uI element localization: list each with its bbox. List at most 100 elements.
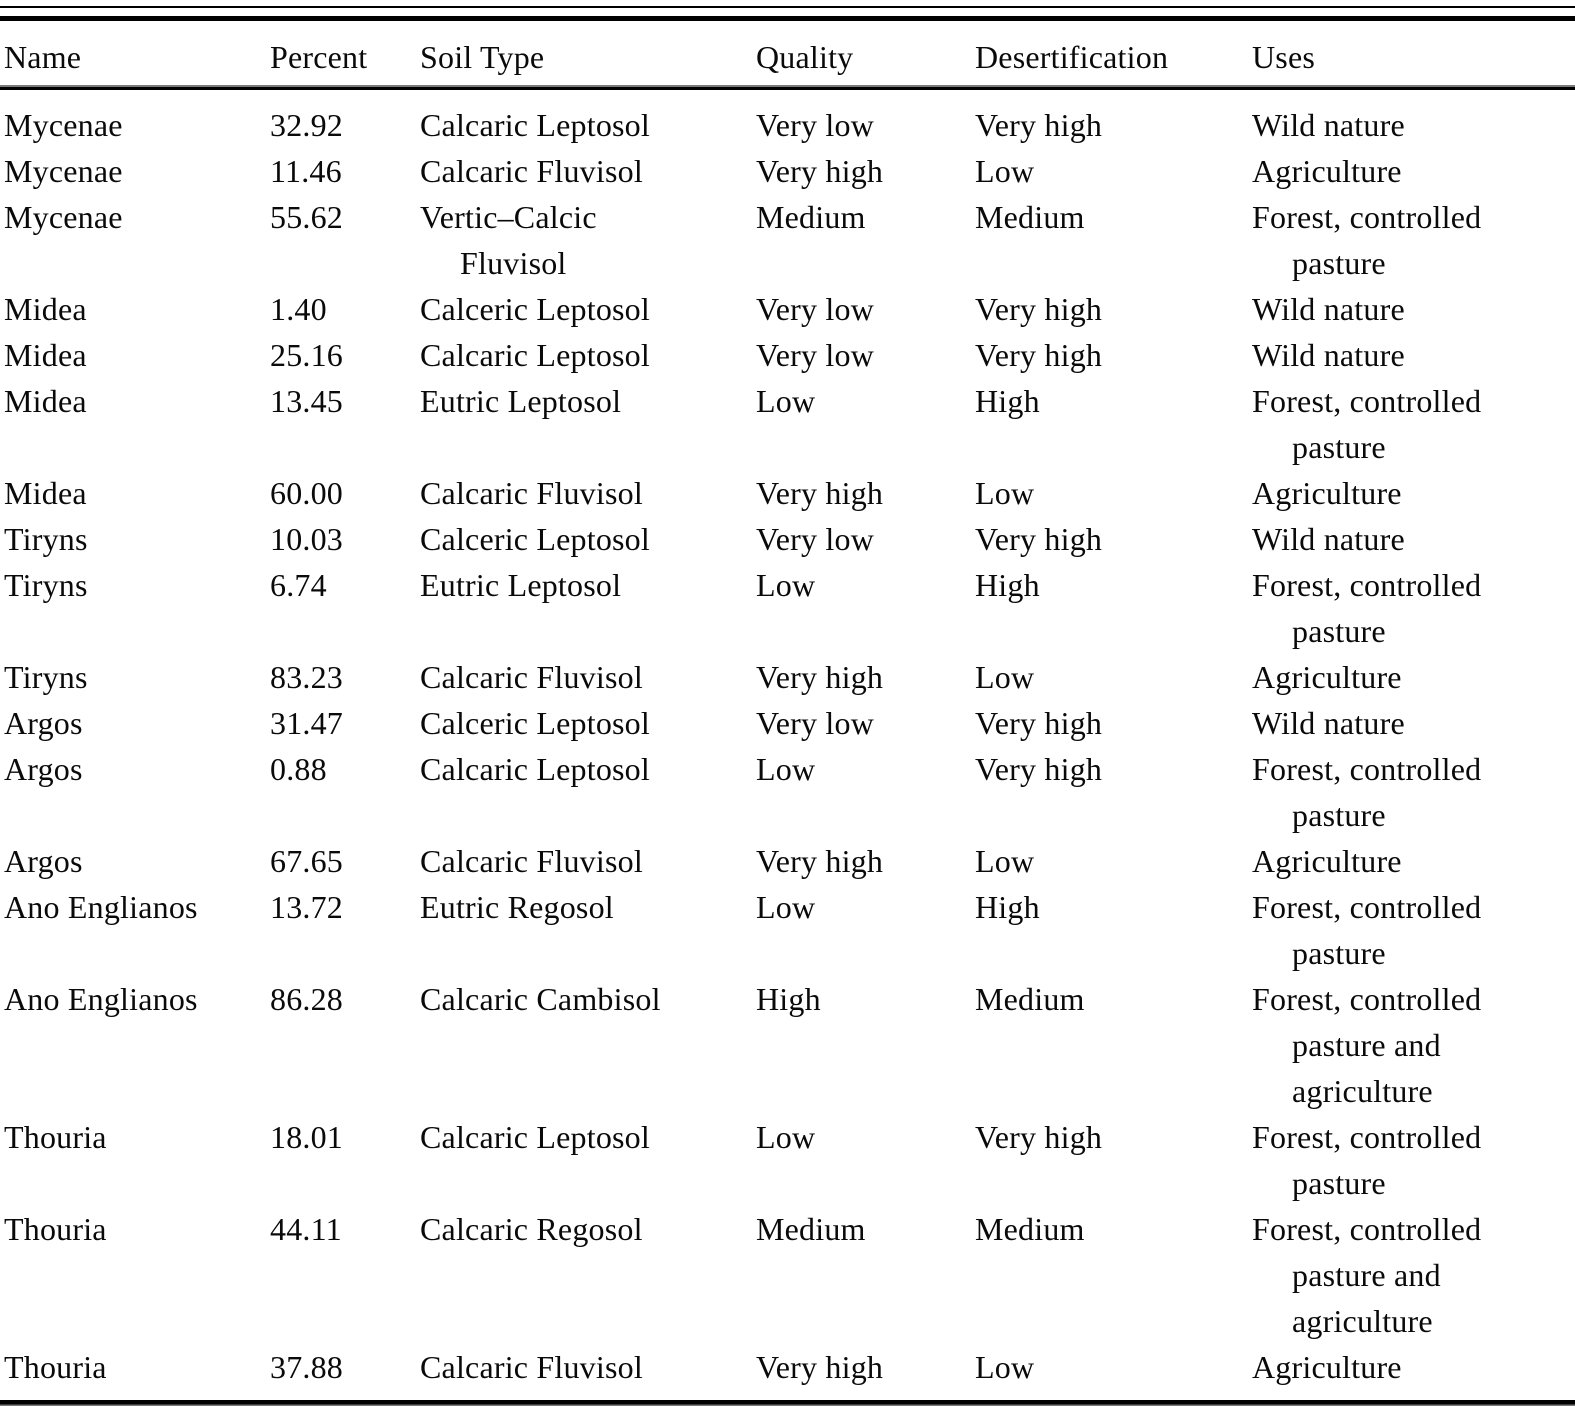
cell-quality: Low: [756, 383, 816, 419]
cell-name: Midea: [4, 475, 87, 511]
cell-soil-type: Calcaric Fluvisol: [420, 153, 643, 189]
cell-uses: Wild nature: [1252, 291, 1405, 327]
table-row: Mycenae 55.62 Vertic–Calcic Fluvisol Medium…: [0, 194, 1575, 286]
cell-quality: Medium: [756, 1211, 866, 1247]
cell-soil-type: Eutric Leptosol: [420, 567, 622, 603]
cell-name: Thouria: [4, 1211, 107, 1247]
table-row: Tiryns 10.03 Calceric Leptosol Very low Very…: [0, 516, 1575, 562]
cell-name: Tiryns: [4, 659, 88, 695]
cell-quality: Low: [756, 751, 816, 787]
table-body: Mycenae 32.92 Calcaric Leptosol Very low Ver…: [0, 90, 1575, 1400]
table-bottom-rule: [0, 1400, 1575, 1406]
cell-soil-type: Calceric Leptosol: [420, 705, 650, 741]
cell-uses: Forest, controlled pasture and agricultu…: [1252, 1211, 1482, 1339]
cell-name: Midea: [4, 291, 87, 327]
cell-name: Argos: [4, 705, 83, 741]
cell-desertification: Very high: [975, 337, 1103, 373]
cell-desertification: High: [975, 889, 1040, 925]
cell-uses: Forest, controlled pasture and agricultu…: [1252, 981, 1482, 1109]
cell-soil-type: Calcaric Fluvisol: [420, 843, 643, 879]
cell-soil-type: Calcaric Leptosol: [420, 107, 650, 143]
table-row: Midea 13.45 Eutric Leptosol Low High Forest, …: [0, 378, 1575, 470]
cell-quality: Low: [756, 567, 816, 603]
cell-desertification: Very high: [975, 521, 1103, 557]
cell-desertification: Low: [975, 1349, 1035, 1385]
cell-quality: Very high: [756, 153, 884, 189]
cell-desertification: Low: [975, 475, 1035, 511]
table-row: Argos 31.47 Calceric Leptosol Very low Very …: [0, 700, 1575, 746]
cell-desertification: Very high: [975, 107, 1103, 143]
cell-desertification: Very high: [975, 291, 1103, 327]
cell-desertification: Low: [975, 153, 1035, 189]
cell-quality: Very high: [756, 659, 884, 695]
table-row: Thouria 37.88 Calcaric Fluvisol Very high Lo…: [0, 1344, 1575, 1390]
cell-name: Ano Englianos: [4, 889, 198, 925]
cell-quality: Very low: [756, 291, 875, 327]
cell-name: Midea: [4, 337, 87, 373]
cell-uses: Wild nature: [1252, 107, 1405, 143]
cell-percent: 32.92: [270, 107, 343, 143]
table-row: Ano Englianos 13.72 Eutric Regosol Low High F…: [0, 884, 1575, 976]
cell-soil-type: Calcaric Leptosol: [420, 1119, 650, 1155]
cell-name: Argos: [4, 751, 83, 787]
cell-soil-type: Calcaric Leptosol: [420, 751, 650, 787]
cell-percent: 25.16: [270, 337, 343, 373]
cell-uses: Agriculture: [1252, 659, 1402, 695]
table-row: Mycenae 11.46 Calcaric Fluvisol Very high Lo…: [0, 148, 1575, 194]
cell-quality: Very low: [756, 337, 875, 373]
column-header-quality: Quality: [756, 39, 854, 75]
cell-uses: Forest, controlled pasture: [1252, 751, 1482, 833]
table-row: Midea 25.16 Calcaric Leptosol Very low Very …: [0, 332, 1575, 378]
cell-quality: Low: [756, 1119, 816, 1155]
table-row: Thouria 44.11 Calcaric Regosol Medium Medium…: [0, 1206, 1575, 1344]
cell-soil-type: Calcaric Cambisol: [420, 981, 661, 1017]
cell-desertification: Very high: [975, 1119, 1103, 1155]
column-header-uses: Uses: [1252, 39, 1316, 75]
cell-quality: Medium: [756, 199, 866, 235]
cell-percent: 18.01: [270, 1119, 343, 1155]
cell-name: Mycenae: [4, 153, 123, 189]
cell-uses: Forest, controlled pasture: [1252, 199, 1482, 281]
cell-uses: Wild nature: [1252, 705, 1405, 741]
cell-quality: Very high: [756, 843, 884, 879]
cell-desertification: Very high: [975, 751, 1103, 787]
cell-percent: 67.65: [270, 843, 343, 879]
cell-desertification: High: [975, 383, 1040, 419]
cell-soil-type: Vertic–Calcic Fluvisol: [420, 199, 597, 281]
column-header-name: Name: [4, 39, 82, 75]
cell-name: Tiryns: [4, 521, 88, 557]
cell-soil-type: Calcaric Fluvisol: [420, 659, 643, 695]
table-row: Mycenae 32.92 Calcaric Leptosol Very low Ver…: [0, 102, 1575, 148]
table-header-row: Name Percent Soil Type Quality Desertifi…: [0, 34, 1575, 80]
cell-uses: Agriculture: [1252, 475, 1402, 511]
cell-percent: 83.23: [270, 659, 343, 695]
cell-quality: Very high: [756, 475, 884, 511]
cell-uses: Forest, controlled pasture: [1252, 567, 1482, 649]
cell-quality: Very low: [756, 705, 875, 741]
cell-percent: 1.40: [270, 291, 327, 327]
cell-soil-type: Calceric Leptosol: [420, 291, 650, 327]
table-row: Midea 1.40 Calceric Leptosol Very low Very h…: [0, 286, 1575, 332]
cell-desertification: Medium: [975, 981, 1085, 1017]
cell-percent: 13.45: [270, 383, 343, 419]
cell-desertification: Medium: [975, 1211, 1085, 1247]
cell-quality: Low: [756, 889, 816, 925]
cell-soil-type: Calceric Leptosol: [420, 521, 650, 557]
table-top-rule-thin: [0, 6, 1575, 8]
cell-quality: Very high: [756, 1349, 884, 1385]
cell-percent: 13.72: [270, 889, 343, 925]
table-top-rule-thick: [0, 16, 1575, 21]
cell-uses: Forest, controlled pasture: [1252, 1119, 1482, 1201]
cell-percent: 31.47: [270, 705, 343, 741]
cell-percent: 0.88: [270, 751, 327, 787]
column-header-percent: Percent: [270, 39, 368, 75]
table-row: Argos 0.88 Calcaric Leptosol Low Very high Fo…: [0, 746, 1575, 838]
cell-desertification: Low: [975, 843, 1035, 879]
cell-percent: 37.88: [270, 1349, 343, 1385]
table-row: Tiryns 6.74 Eutric Leptosol Low High Forest, …: [0, 562, 1575, 654]
cell-desertification: Medium: [975, 199, 1085, 235]
cell-desertification: Low: [975, 659, 1035, 695]
column-header-soil-type: Soil Type: [420, 39, 545, 75]
table-row: Midea 60.00 Calcaric Fluvisol Very high Low A…: [0, 470, 1575, 516]
